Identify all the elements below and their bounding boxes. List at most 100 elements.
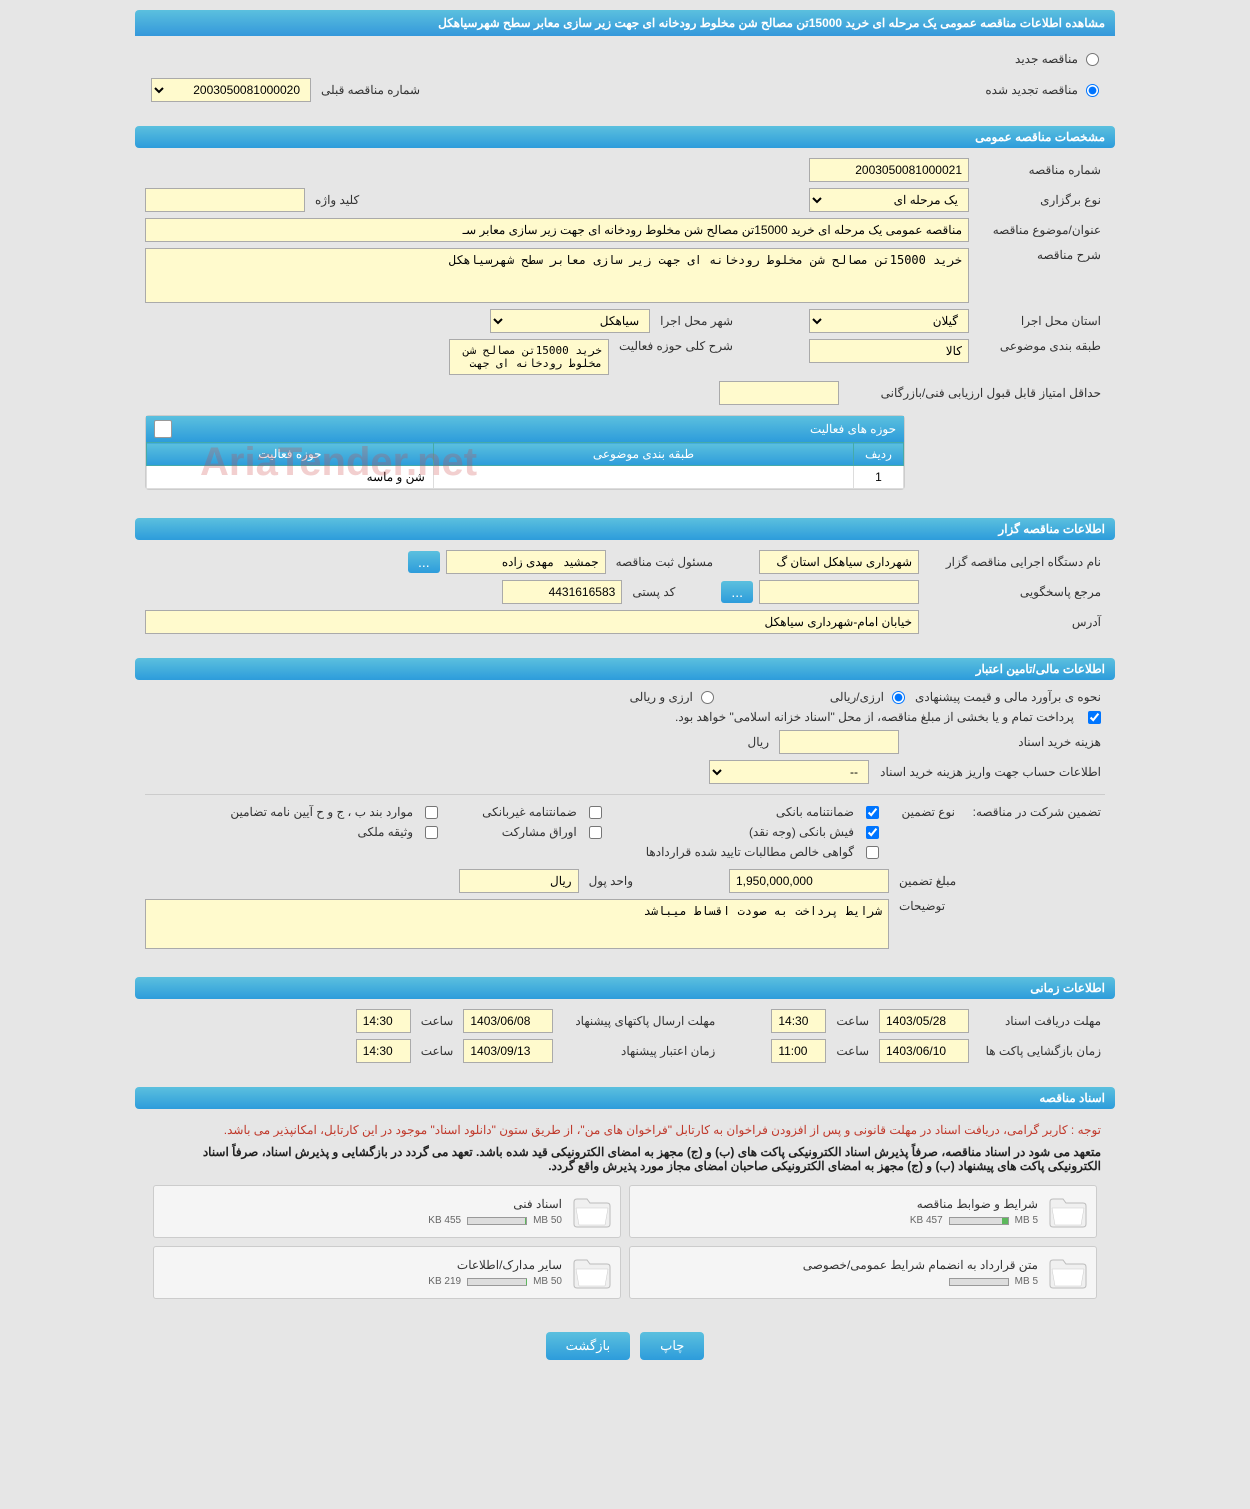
notes-label: توضیحات [895, 899, 1105, 913]
desc-label: شرح مناقصه [975, 248, 1105, 262]
time-label-4: ساعت [417, 1044, 458, 1058]
cb-bank-receipt[interactable] [866, 826, 879, 839]
cb-clause[interactable] [425, 806, 438, 819]
currency-unit-value: ریال [459, 869, 579, 893]
more-button[interactable]: ... [408, 551, 440, 573]
validity-time: 14:30 [356, 1039, 411, 1063]
doc-card[interactable]: اسناد فنی 50 MB 455 KB [153, 1185, 621, 1238]
folder-icon [1048, 1194, 1088, 1229]
radio-new-tender[interactable] [1086, 53, 1099, 66]
col-category: طبقه بندی موضوعی [433, 443, 853, 466]
doc-max: 50 MB [533, 1215, 562, 1226]
address-label: آدرس [925, 615, 1105, 629]
cb-contract-cert[interactable] [866, 846, 879, 859]
min-score-label: حداقل امتیاز قابل قبول ارزیابی فنی/بازرگ… [845, 386, 1105, 400]
contact-input[interactable] [759, 580, 919, 604]
keyword-label: کلید واژه [311, 193, 363, 207]
notes-textarea[interactable] [145, 899, 889, 949]
keyword-input[interactable] [145, 188, 305, 212]
rial-unit: ریال [743, 735, 773, 749]
responsible-input[interactable] [446, 550, 606, 574]
print-button[interactable]: چاپ [640, 1332, 704, 1360]
type-select[interactable]: یک مرحله ای [809, 188, 969, 212]
doc-max: 5 MB [1015, 1276, 1038, 1287]
province-select[interactable]: گیلان [809, 309, 969, 333]
doc-title: متن قرارداد به انضمام شرایط عمومی/خصوصی [638, 1258, 1038, 1272]
account-info-label: اطلاعات حساب جهت واریز هزینه خرید اسناد [875, 765, 1105, 779]
page-title: مشاهده اطلاعات مناقصه عمومی یک مرحله ای … [135, 10, 1115, 36]
activity-desc-textarea[interactable] [449, 339, 609, 375]
province-label: استان محل اجرا [975, 314, 1105, 328]
progress-bar [949, 1278, 1009, 1286]
purchase-cost-label: هزینه خرید اسناد [905, 735, 1105, 749]
tender-no-value: 2003050081000021 [809, 158, 969, 182]
currency-unit-label: واحد پول [585, 874, 637, 888]
doc-title: شرایط و ضوابط مناقصه [638, 1197, 1038, 1211]
receive-date: 1403/05/28 [879, 1009, 969, 1033]
collapse-icon[interactable]: ▲ [154, 420, 172, 438]
purchase-cost-input[interactable] [779, 730, 899, 754]
notice-2: متعهد می شود در اسناد مناقصه، صرفاً پذیر… [145, 1141, 1105, 1177]
back-button[interactable]: بازگشت [546, 1332, 630, 1360]
folder-icon [572, 1255, 612, 1290]
radio-currency[interactable] [701, 691, 714, 704]
guarantee-section-label: تضمین شرکت در مناقصه: [965, 805, 1105, 819]
notice-1: توجه : کاربر گرامی، دریافت اسناد در مهلت… [145, 1119, 1105, 1141]
guarantee-amount-input[interactable] [729, 869, 889, 893]
activity-table: ردیف طبقه بندی موضوعی حوزه فعالیت 1 شن و… [146, 442, 904, 489]
org-input[interactable] [759, 550, 919, 574]
currency-option-label: ارزی و ریالی [626, 690, 697, 704]
opening-date: 1403/06/10 [879, 1039, 969, 1063]
category-input[interactable] [809, 339, 969, 363]
submit-date: 1403/06/08 [463, 1009, 553, 1033]
doc-card[interactable]: متن قرارداد به انضمام شرایط عمومی/خصوصی … [629, 1246, 1097, 1299]
subject-input[interactable] [145, 218, 969, 242]
section-general: مشخصات مناقصه عمومی [135, 126, 1115, 148]
tender-no-label: شماره مناقصه [975, 163, 1105, 177]
guarantee-amount-label: مبلغ تضمین [895, 874, 1105, 888]
address-input[interactable] [145, 610, 919, 634]
section-documents: اسناد مناقصه [135, 1087, 1115, 1109]
guarantee-type-label: نوع تضمین [889, 805, 959, 819]
account-info-select[interactable]: -- [709, 760, 869, 784]
opening-label: زمان بازگشایی پاکت ها [975, 1044, 1105, 1058]
subject-label: عنوان/موضوع مناقصه [975, 223, 1105, 237]
doc-size: 219 KB [428, 1276, 461, 1287]
radio-rial[interactable] [892, 691, 905, 704]
cb-bank-guarantee[interactable] [866, 806, 879, 819]
type-label: نوع برگزاری [975, 193, 1105, 207]
validity-label: زمان اعتبار پیشنهاد [559, 1044, 719, 1058]
doc-card[interactable]: شرایط و ضوابط مناقصه 5 MB 457 KB [629, 1185, 1097, 1238]
radio-renewed-label: مناقصه تجدید شده [981, 83, 1082, 97]
folder-icon [572, 1194, 612, 1229]
desc-textarea[interactable] [145, 248, 969, 303]
activity-desc-label: شرح کلی حوزه فعالیت [615, 339, 737, 353]
cb-property[interactable] [425, 826, 438, 839]
validity-date: 1403/09/13 [463, 1039, 553, 1063]
responsible-label: مسئول ثبت مناقصه [612, 555, 717, 569]
section-timing: اطلاعات زمانی [135, 977, 1115, 999]
postal-label: کد پستی [628, 585, 679, 599]
progress-bar [467, 1278, 527, 1286]
doc-card[interactable]: سایر مدارک/اطلاعات 50 MB 219 KB [153, 1246, 621, 1299]
time-label-3: ساعت [832, 1044, 873, 1058]
postal-value: 4431616583 [502, 580, 622, 604]
prev-tender-label: شماره مناقصه قبلی [317, 83, 424, 97]
min-score-input[interactable] [719, 381, 839, 405]
cb-non-bank[interactable] [589, 806, 602, 819]
doc-max: 5 MB [1015, 1215, 1038, 1226]
treasury-note: پرداخت تمام و یا بخشی از مبلغ مناقصه، از… [671, 710, 1078, 724]
progress-bar [467, 1217, 527, 1225]
progress-bar [949, 1217, 1009, 1225]
cb-participation[interactable] [589, 826, 602, 839]
receive-deadline-label: مهلت دریافت اسناد [975, 1014, 1105, 1028]
col-activity: حوزه فعالیت [147, 443, 434, 466]
city-select[interactable]: سیاهکل [490, 309, 650, 333]
activity-panel: حوزه های فعالیت ▲ ردیف طبقه بندی موضوعی … [145, 415, 905, 490]
prev-tender-select[interactable]: 2003050081000020 [151, 78, 311, 102]
contact-more-button[interactable]: ... [721, 581, 753, 603]
col-no: ردیف [854, 443, 904, 466]
radio-renewed-tender[interactable] [1086, 84, 1099, 97]
treasury-checkbox[interactable] [1088, 711, 1101, 724]
receive-time: 14:30 [771, 1009, 826, 1033]
